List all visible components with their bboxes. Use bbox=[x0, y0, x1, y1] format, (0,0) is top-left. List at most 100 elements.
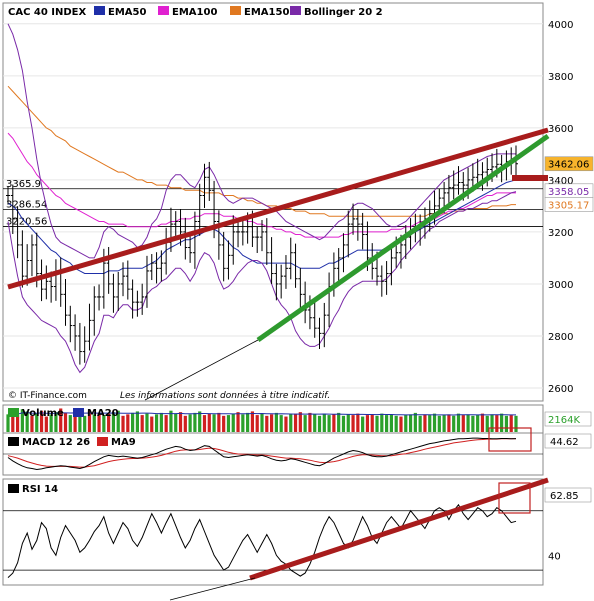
volume-bar bbox=[241, 414, 245, 432]
legend-swatch bbox=[8, 437, 19, 446]
price-bar bbox=[293, 243, 298, 288]
price-bar bbox=[77, 322, 82, 365]
price-tag-label: 3462.06 bbox=[548, 160, 589, 171]
volume-bar bbox=[437, 415, 441, 432]
legend-label: EMA50 bbox=[108, 7, 146, 18]
macd-legend: MACD 12 26 MA9 bbox=[8, 437, 136, 448]
price-bar bbox=[298, 267, 303, 310]
price-tag: 3358.05 bbox=[544, 183, 594, 199]
volume-bar bbox=[236, 412, 240, 432]
volume-bar bbox=[447, 414, 451, 432]
bollinger-lower-line bbox=[7, 191, 517, 374]
legend-item: MA9 bbox=[97, 437, 136, 448]
price-bar bbox=[379, 265, 384, 297]
price-bar bbox=[269, 237, 274, 284]
volume-bar bbox=[231, 413, 235, 432]
volume-bar bbox=[260, 413, 264, 432]
volume-bar bbox=[269, 414, 274, 432]
rsi-y-axis: 40 bbox=[548, 551, 561, 562]
volume-bar bbox=[11, 412, 15, 432]
price-bar bbox=[346, 210, 351, 258]
volume-bar bbox=[131, 412, 135, 432]
legend-label: Bollinger 20 2 bbox=[304, 7, 383, 18]
volume-bar bbox=[202, 415, 207, 432]
price-bar bbox=[154, 252, 159, 284]
source-text: © IT-Finance.com bbox=[8, 391, 87, 401]
price-bar bbox=[29, 234, 34, 277]
volume-bar bbox=[183, 415, 187, 432]
price-bar bbox=[159, 250, 164, 282]
volume-bar bbox=[188, 414, 192, 432]
price-bar bbox=[44, 265, 49, 300]
resistance-trendline bbox=[7, 127, 549, 290]
price-bar bbox=[274, 263, 279, 301]
price-bar bbox=[144, 255, 149, 308]
rsi-legend: RSI 14 bbox=[8, 484, 58, 495]
volume-bar bbox=[442, 415, 446, 432]
price-tick-label: 3000 bbox=[548, 280, 573, 291]
bollinger-upper-line bbox=[7, 23, 516, 259]
price-tick-label: 3400 bbox=[548, 176, 573, 187]
price-bar bbox=[197, 183, 202, 236]
volume-bar bbox=[303, 415, 307, 432]
price-bar bbox=[226, 240, 231, 280]
volume-bar bbox=[308, 412, 312, 432]
volume-bar bbox=[317, 415, 322, 432]
volume-bar bbox=[461, 415, 465, 432]
legend-label: EMA100 bbox=[172, 7, 217, 18]
legend-item: EMA50 bbox=[94, 6, 146, 18]
support-hline-label: 3286.54 bbox=[6, 199, 47, 210]
price-bar bbox=[82, 326, 87, 363]
price-bar bbox=[183, 217, 188, 260]
legend-item: EMA150 bbox=[230, 6, 289, 18]
price-bar bbox=[236, 221, 241, 248]
price-tick-label: 2600 bbox=[548, 384, 573, 395]
legend-label: MA20 bbox=[87, 408, 119, 419]
support-hline-label: 3220.56 bbox=[6, 217, 47, 228]
volume-legend: Volume MA20 bbox=[8, 408, 119, 419]
price-bar bbox=[240, 219, 245, 246]
price-bar bbox=[480, 162, 485, 191]
volume-bar bbox=[428, 415, 432, 432]
legend-swatch bbox=[94, 6, 105, 15]
volume-bar bbox=[246, 412, 250, 432]
macd-line bbox=[7, 437, 517, 471]
price-tick-label: 4000 bbox=[548, 20, 573, 31]
price-bar bbox=[121, 262, 126, 297]
volume-bar bbox=[159, 412, 163, 432]
macd-tag-label: 44.62 bbox=[550, 437, 579, 448]
volume-bar bbox=[322, 413, 326, 432]
price-bar bbox=[279, 264, 284, 299]
price-bar bbox=[451, 170, 456, 200]
volume-bar bbox=[413, 412, 417, 432]
volume-bar bbox=[370, 414, 374, 432]
price-bar bbox=[360, 212, 365, 250]
volume-bar bbox=[121, 415, 125, 432]
support-hline-label: 3365.9 bbox=[6, 179, 41, 190]
volume-bar bbox=[327, 415, 331, 432]
volume-bar bbox=[255, 415, 259, 432]
extension-line bbox=[144, 339, 259, 401]
volume-bar bbox=[399, 416, 403, 432]
volume-bar bbox=[178, 412, 183, 432]
legend-swatch bbox=[290, 6, 301, 15]
price-bar bbox=[207, 161, 212, 201]
volume-bar bbox=[341, 415, 346, 432]
volume-bar bbox=[404, 415, 408, 432]
volume-bar bbox=[471, 415, 475, 432]
macd-panel: MACD 12 26 MA9 44.62 bbox=[2, 427, 592, 476]
legend-item: MACD 12 26 bbox=[8, 437, 90, 448]
rsi-panel: RSI 14 40 62.85 bbox=[2, 477, 592, 601]
volume-bar bbox=[456, 413, 461, 432]
price-bar bbox=[15, 206, 20, 259]
volume-bar bbox=[356, 413, 360, 432]
volume-bar bbox=[39, 410, 44, 432]
price-tag: 3305.17 bbox=[544, 197, 594, 212]
volume-bar bbox=[418, 415, 422, 432]
volume-bar bbox=[274, 412, 278, 432]
volume-bar bbox=[480, 413, 485, 432]
volume-bar bbox=[59, 408, 63, 432]
volume-bar bbox=[68, 415, 72, 432]
volume-bar bbox=[375, 415, 379, 432]
